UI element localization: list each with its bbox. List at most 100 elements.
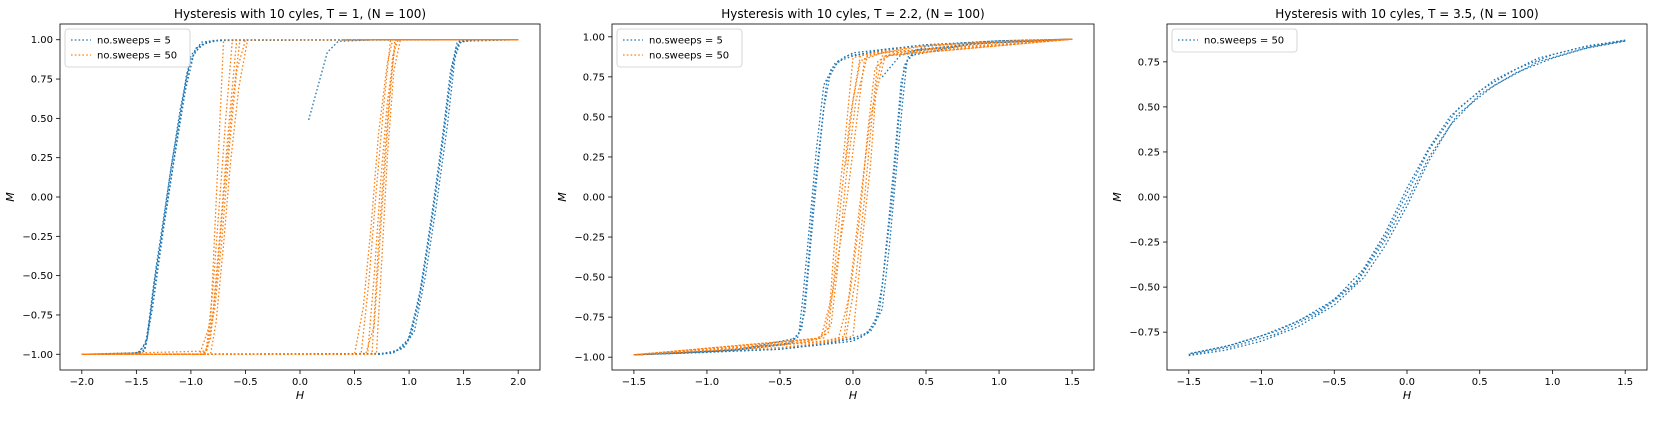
- series-1: [81, 39, 519, 355]
- series-1-sweep-10: [81, 39, 519, 355]
- series-1: [633, 38, 1073, 356]
- y-tick-label: −0.50: [574, 273, 605, 284]
- x-tick-label: 0.5: [1472, 377, 1488, 388]
- series-1-sweep-7: [633, 38, 1073, 356]
- series-0: [633, 38, 1073, 356]
- x-tick-label: 0.0: [292, 377, 308, 388]
- legend-entry: no.sweeps = 50: [649, 51, 729, 62]
- x-tick-label: −1.5: [124, 377, 148, 388]
- series-1-sweep-3: [633, 38, 1073, 356]
- chart-title: Hysteresis with 10 cyles, T = 3.5, (N = …: [1275, 7, 1538, 21]
- y-tick-label: 0.50: [31, 114, 53, 125]
- series-0-sweep-4: [81, 39, 519, 355]
- legend: no.sweeps = 50: [1171, 28, 1298, 53]
- x-axis-label: H: [849, 389, 857, 402]
- y-tick-label: 0.75: [31, 75, 53, 86]
- series-1-sweep-0: [845, 38, 1073, 166]
- x-tick-label: 1.0: [401, 377, 417, 388]
- legend-entry: no.sweeps = 50: [1204, 36, 1284, 47]
- y-tick-label: 0.25: [1138, 147, 1160, 158]
- y-tick-label: −0.50: [1129, 283, 1160, 294]
- series-1-sweep-6: [81, 39, 519, 355]
- y-tick-label: 0.50: [583, 112, 605, 123]
- x-tick-label: 1.0: [991, 377, 1007, 388]
- series-1-sweep-4: [633, 38, 1073, 356]
- x-tick-label: −1.0: [1249, 377, 1273, 388]
- y-tick-label: 1.00: [583, 32, 605, 43]
- axes-frame: [1166, 23, 1648, 371]
- x-tick-label: 0.5: [918, 377, 934, 388]
- legend-entry: no.sweeps = 5: [97, 36, 171, 47]
- legend: no.sweeps = 5 no.sweeps = 50: [64, 28, 191, 68]
- series-0-sweep-2: [1188, 40, 1626, 356]
- series-0: [1188, 39, 1626, 357]
- y-tick-label: −0.25: [574, 233, 605, 244]
- legend-box: [64, 28, 191, 68]
- chart-title: Hysteresis with 10 cyles, T = 2.2, (N = …: [721, 7, 984, 21]
- y-tick-label: −0.75: [574, 313, 605, 324]
- x-tick-label: 2.0: [510, 377, 526, 388]
- series-1-sweep-9: [81, 39, 519, 355]
- x-tick-label: −0.5: [1322, 377, 1346, 388]
- x-axis-label: H: [296, 389, 304, 402]
- y-tick-label: −0.75: [1129, 328, 1160, 339]
- y-tick-label: 0.25: [31, 153, 53, 164]
- series-1-sweep-8: [633, 38, 1073, 356]
- x-tick-label: −1.0: [695, 377, 719, 388]
- y-tick-label: 0.00: [1138, 193, 1160, 204]
- x-tick-label: −1.5: [1177, 377, 1201, 388]
- series-0-sweep-8: [81, 39, 519, 355]
- series-1-sweep-4: [81, 39, 519, 355]
- series-1-sweep-7: [81, 39, 519, 355]
- plot-area: [1188, 39, 1626, 357]
- chart-title: Hysteresis with 10 cyles, T = 1, (N = 10…: [174, 7, 426, 21]
- y-tick-label: −0.25: [22, 232, 53, 243]
- x-tick-label: −0.5: [768, 377, 792, 388]
- series-0-sweep-2: [81, 39, 519, 355]
- series-0: [81, 39, 519, 355]
- series-0-sweep-6: [81, 39, 519, 355]
- y-tick-label: 0.75: [1138, 57, 1160, 68]
- series-1-sweep-2: [633, 38, 1073, 356]
- legend-box: [616, 28, 743, 68]
- legend-entry: no.sweeps = 50: [97, 51, 177, 62]
- axes-frame: [59, 23, 541, 371]
- chart-panel-t3-5: −1.5 −1.0 −0.5 0.0 0.5 1.0 1.5 −0.75 −0.50 −0.25 0…: [1111, 7, 1648, 402]
- y-tick-label: 0.75: [583, 72, 605, 83]
- x-tick-label: −1.0: [179, 377, 203, 388]
- series-1-sweep-5: [633, 38, 1073, 356]
- series-0-sweep-4: [633, 38, 1073, 356]
- axes-frame: [611, 23, 1095, 371]
- x-tick-label: 1.5: [1617, 377, 1633, 388]
- series-1-sweep-5: [81, 39, 519, 355]
- x-tick-label: 1.0: [1545, 377, 1561, 388]
- series-0-sweep-0: [308, 39, 519, 121]
- y-tick-label: −1.00: [574, 353, 605, 364]
- x-tick-label: 0.5: [347, 377, 363, 388]
- x-tick-label: 0.0: [1399, 377, 1415, 388]
- plot-area: [633, 38, 1073, 356]
- series-0-sweep-1: [633, 38, 1073, 356]
- y-tick-label: 1.00: [31, 35, 53, 46]
- y-tick-label: −1.00: [22, 350, 53, 361]
- x-tick-label: −1.5: [622, 377, 646, 388]
- x-tick-label: 1.5: [456, 377, 472, 388]
- legend: no.sweeps = 5 no.sweeps = 50: [616, 28, 743, 68]
- y-tick-label: 0.00: [31, 193, 53, 204]
- x-tick-label: −0.5: [233, 377, 257, 388]
- series-0-sweep-3: [633, 38, 1073, 356]
- series-1-sweep-6: [633, 38, 1073, 356]
- series-0-sweep-6: [633, 38, 1073, 356]
- y-tick-label: 0.50: [1138, 102, 1160, 113]
- series-0-sweep-0: [1188, 39, 1626, 357]
- series-0-sweep-1: [81, 39, 519, 355]
- series-1-sweep-8: [81, 39, 519, 355]
- series-1-sweep-2: [81, 39, 519, 355]
- y-axis-label: M: [4, 192, 17, 202]
- x-tick-label: 0.0: [845, 377, 861, 388]
- series-0-sweep-3: [81, 39, 519, 355]
- y-axis-label: M: [556, 192, 569, 202]
- series-0-sweep-5: [81, 39, 519, 355]
- y-tick-label: 0.00: [583, 193, 605, 204]
